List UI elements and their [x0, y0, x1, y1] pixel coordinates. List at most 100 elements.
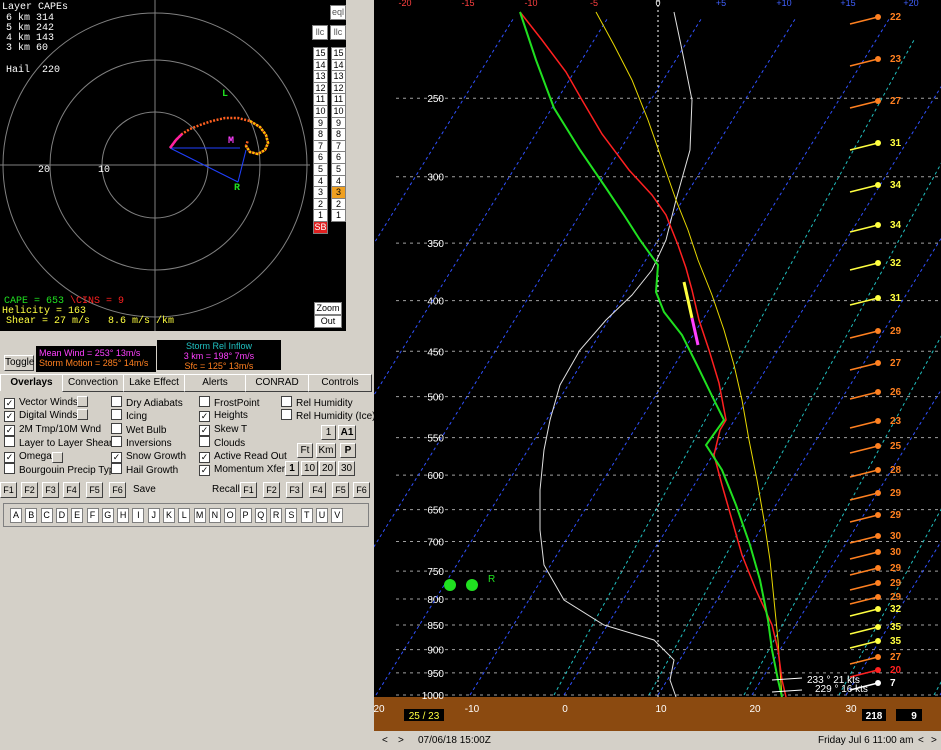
momentum-1-button[interactable]: 1 [285, 461, 299, 476]
checkbox-icon[interactable]: ✓ [4, 424, 15, 436]
checkbox-icon[interactable]: ✓ [199, 411, 210, 423]
zoom-button[interactable]: Zoom [314, 302, 342, 315]
back-arrow-icon[interactable]: < [918, 735, 924, 746]
level-right-7[interactable]: 7 [331, 139, 346, 153]
option-clouds[interactable]: Clouds [199, 436, 245, 449]
letter-c-button[interactable]: C [40, 508, 53, 523]
level-right-6[interactable]: 6 [331, 151, 346, 165]
option-wet-bulb[interactable]: Wet Bulb [111, 422, 166, 436]
checkbox-icon[interactable] [281, 396, 292, 407]
letter-p-button[interactable]: P [239, 508, 252, 523]
option-layer-to-layer-shear[interactable]: Layer to Layer Shear [4, 436, 112, 449]
checkbox-icon[interactable]: ✓ [4, 451, 15, 463]
checkbox-icon[interactable] [111, 409, 122, 421]
checkbox-icon[interactable]: ✓ [4, 398, 15, 409]
recall-f1-button[interactable]: F1 [240, 482, 257, 498]
option-frostpoint[interactable]: FrostPoint [199, 396, 260, 409]
letter-s-button[interactable]: S [285, 508, 298, 523]
recall-f6-button[interactable]: F6 [353, 482, 370, 498]
momentum-10-button[interactable]: 10 [301, 461, 318, 476]
checkbox-icon[interactable]: ✓ [111, 451, 122, 463]
hodograph-panel[interactable]: Layer CAPEs 6 km 314 5 km 242 4 km 143 3… [0, 0, 346, 331]
momentum-30-button[interactable]: 30 [338, 461, 355, 476]
save-f4-button[interactable]: F4 [63, 482, 80, 498]
option-rel-humidity-ice-[interactable]: Rel Humidity (Ice) [281, 409, 375, 422]
next-arrow-icon[interactable]: > [398, 735, 404, 746]
option-inversions[interactable]: Inversions [111, 436, 172, 449]
option-2m-tmp-10m-wnd[interactable]: ✓ 2M Tmp/10M Wnd [4, 423, 101, 436]
letter-n-button[interactable]: N [208, 508, 221, 523]
llc-right-button[interactable]: llc [330, 25, 346, 40]
checkbox-icon[interactable]: ✓ [199, 424, 210, 436]
vector-winds-settings[interactable] [77, 396, 88, 407]
recall-f5-button[interactable]: F5 [332, 482, 349, 498]
checkbox-icon[interactable]: ✓ [4, 411, 15, 423]
letter-f-button[interactable]: F [86, 508, 99, 523]
letter-g-button[interactable]: G [101, 508, 114, 523]
recall-f2-button[interactable]: F2 [263, 482, 280, 498]
option-snow-growth[interactable]: ✓ Snow Growth [111, 450, 186, 463]
letter-m-button[interactable]: M [193, 508, 206, 523]
checkbox-icon[interactable] [4, 436, 15, 448]
option-rel-humidity[interactable]: Rel Humidity [281, 396, 353, 409]
toggle-button[interactable]: Toggle [4, 355, 34, 371]
tab-overlays[interactable]: Overlays [0, 374, 63, 391]
letter-h-button[interactable]: H [117, 508, 130, 523]
option-digital-winds[interactable]: ✓ Digital Winds [4, 409, 77, 423]
checkbox-icon[interactable] [111, 463, 122, 474]
tab-conrad[interactable]: CONRAD [245, 374, 309, 392]
a1-button[interactable]: A1 [338, 425, 356, 440]
save-f5-button[interactable]: F5 [86, 482, 103, 498]
level-left-11[interactable]: 11 [313, 93, 328, 107]
letter-l-button[interactable]: L [178, 508, 191, 523]
letter-k-button[interactable]: K [163, 508, 175, 523]
letter-a-button[interactable]: A [10, 508, 22, 523]
option-omega[interactable]: ✓ Omega [4, 450, 52, 463]
checkbox-icon[interactable] [111, 436, 122, 448]
letter-b-button[interactable]: B [25, 508, 38, 523]
tab-lake-effect[interactable]: Lake Effect [123, 374, 185, 392]
level-1-button[interactable]: 1 [321, 425, 336, 440]
tab-convection[interactable]: Convection [62, 374, 124, 392]
prev-arrow-icon[interactable]: < [382, 735, 388, 746]
save-f3-button[interactable]: F3 [42, 482, 59, 498]
option-vector-winds[interactable]: ✓ Vector Winds [4, 396, 78, 409]
level-left-8[interactable]: 8 [313, 128, 328, 142]
option-icing[interactable]: Icing [111, 409, 147, 422]
save-f6-button[interactable]: F6 [109, 482, 126, 498]
recall-f4-button[interactable]: F4 [309, 482, 326, 498]
p-button[interactable]: P [340, 443, 356, 458]
checkbox-icon[interactable] [111, 422, 122, 434]
option-heights[interactable]: ✓ Heights [199, 409, 248, 423]
digital-winds-settings[interactable] [77, 409, 88, 420]
option-momentum-xfer[interactable]: ✓ Momentum Xfer [199, 463, 285, 476]
forward-arrow-icon[interactable]: > [931, 735, 937, 746]
momentum-20-button[interactable]: 20 [319, 461, 336, 476]
save-f2-button[interactable]: F2 [21, 482, 38, 498]
letter-i-button[interactable]: I [132, 508, 145, 523]
km-button[interactable]: Km [316, 443, 336, 458]
letter-o-button[interactable]: O [224, 508, 237, 523]
checkbox-icon[interactable] [4, 463, 15, 474]
llc-left-button[interactable]: llc [312, 25, 328, 40]
checkbox-icon[interactable]: ✓ [199, 451, 210, 463]
zoom-out-button[interactable]: Out [314, 315, 342, 328]
tab-alerts[interactable]: Alerts [184, 374, 246, 392]
checkbox-icon[interactable] [199, 396, 210, 407]
option-skew-t[interactable]: ✓ Skew T [199, 423, 247, 436]
eql-button[interactable]: eql [330, 5, 346, 20]
omega-settings[interactable] [52, 452, 63, 463]
recall-f3-button[interactable]: F3 [286, 482, 303, 498]
letter-j-button[interactable]: J [147, 508, 160, 523]
level-left-sb[interactable]: SB [313, 221, 328, 234]
option-hail-growth[interactable]: Hail Growth [111, 463, 178, 476]
letter-r-button[interactable]: R [270, 508, 283, 523]
ft-button[interactable]: Ft [297, 443, 313, 458]
letter-e-button[interactable]: E [71, 508, 84, 523]
letter-q-button[interactable]: Q [254, 508, 267, 523]
letter-d-button[interactable]: D [55, 508, 68, 523]
checkbox-icon[interactable] [111, 396, 122, 407]
checkbox-icon[interactable]: ✓ [199, 465, 210, 476]
letter-v-button[interactable]: V [331, 508, 344, 523]
option-dry-adiabats[interactable]: Dry Adiabats [111, 396, 183, 409]
